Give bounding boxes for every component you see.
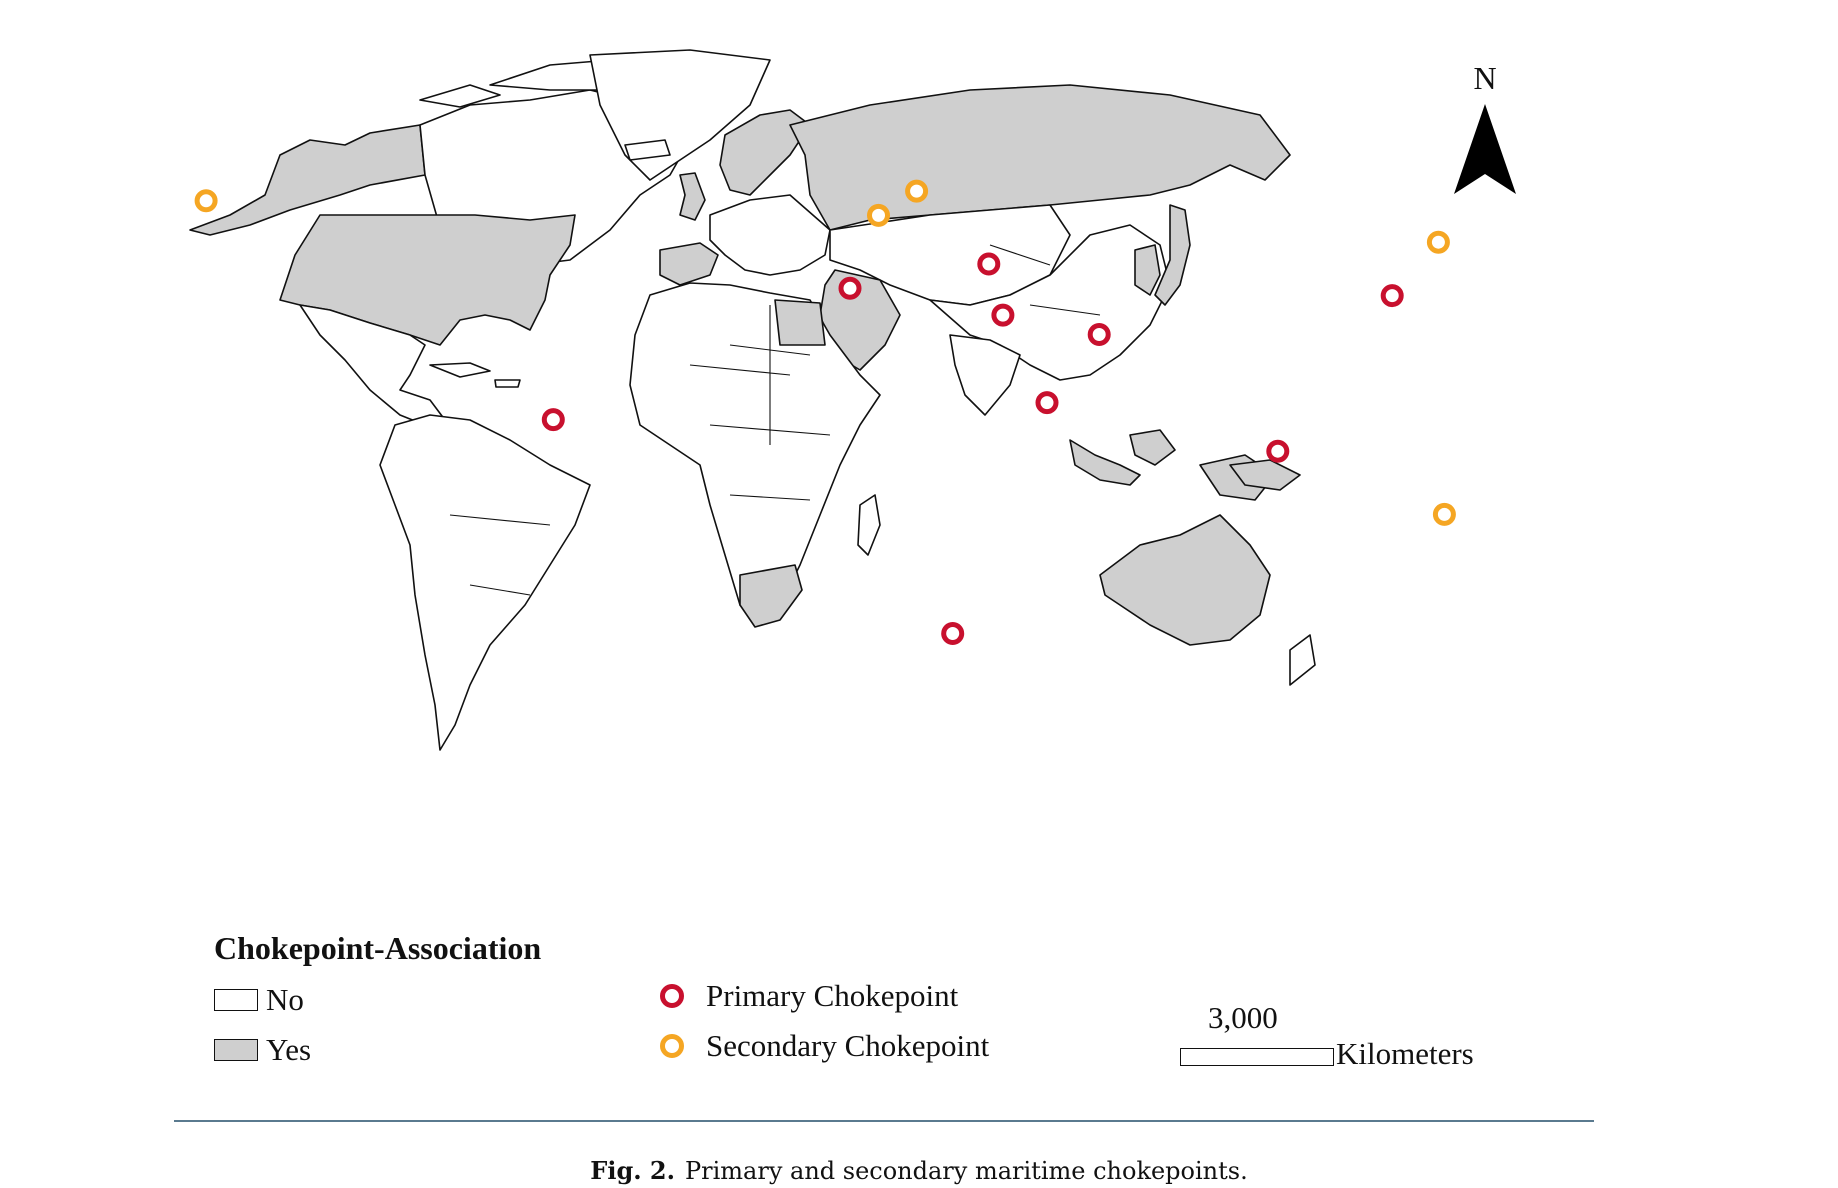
land-caribbean: [429, 362, 521, 388]
scale-value: 3,000: [1208, 1000, 1278, 1035]
primary-chokepoint-marker: [1087, 323, 1111, 346]
yes-swatch: [214, 1039, 258, 1061]
legend-title: Chokepoint-Association: [214, 930, 542, 966]
chokepoints-layer: [194, 179, 1456, 645]
legend-yes-label: Yes: [266, 1032, 312, 1067]
land-india: [949, 334, 1021, 416]
primary-chokepoint-marker: [941, 622, 965, 645]
legend-primary-label: Primary Chokepoint: [706, 978, 959, 1013]
land-iberia: [659, 242, 719, 286]
scale-bar: [1180, 1048, 1334, 1066]
country-borders: [449, 244, 1101, 596]
primary-chokepoint-marker: [838, 276, 862, 300]
land-arabia: [819, 269, 901, 371]
land-korea-japan: [1134, 204, 1191, 306]
secondary-chokepoint-marker: [905, 179, 929, 203]
legend-primary: Primary Chokepoint: [660, 978, 958, 1014]
legend-yes: Yes: [214, 1032, 311, 1068]
legend-secondary: Secondary Chokepoint: [660, 1028, 989, 1064]
map-canvas: [189, 49, 1456, 751]
secondary-marker-icon: [660, 1034, 684, 1058]
scale-unit: Kilometers: [1336, 1036, 1474, 1071]
north-arrow-icon: [1454, 104, 1516, 194]
secondary-chokepoint-marker: [194, 189, 218, 213]
primary-marker-icon: [660, 984, 684, 1008]
land-iceland: [624, 139, 671, 161]
land-central-america: [299, 304, 446, 426]
caption-label: Fig. 2.: [590, 1156, 675, 1185]
primary-chokepoint-marker: [1380, 284, 1404, 308]
secondary-chokepoint-marker: [1426, 230, 1450, 254]
primary-chokepoint-marker: [1266, 439, 1290, 463]
primary-chokepoint-marker: [991, 303, 1015, 327]
legend-secondary-label: Secondary Chokepoint: [706, 1028, 990, 1063]
land-europe: [709, 194, 831, 276]
land-madagascar: [857, 494, 881, 556]
primary-chokepoint-marker: [541, 408, 565, 432]
legend-no: No: [214, 982, 304, 1018]
caption-text: Primary and secondary maritime chokepoin…: [684, 1157, 1248, 1185]
primary-chokepoint-marker: [1035, 391, 1059, 415]
north-label: N: [1473, 60, 1497, 96]
legend-no-label: No: [266, 982, 304, 1017]
primary-chokepoint-marker: [977, 252, 1001, 276]
secondary-chokepoint-marker: [1432, 502, 1456, 526]
caption-divider: [174, 1120, 1594, 1122]
land-uk: [679, 172, 706, 221]
land-africa: [629, 282, 881, 626]
secondary-chokepoint-marker: [867, 203, 890, 227]
north-arrow: N: [1450, 62, 1520, 202]
land-australia: [1099, 514, 1271, 646]
land-south-africa: [739, 564, 803, 628]
landmasses: [189, 49, 1316, 751]
land-new-guinea: [1229, 459, 1301, 491]
land-egypt: [774, 299, 826, 346]
world-map: [170, 45, 1615, 895]
no-swatch: [214, 989, 258, 1011]
land-scandinavia: [719, 109, 811, 196]
figure-caption: Fig. 2. Primary and secondary maritime ch…: [0, 1156, 1838, 1185]
land-south-america: [379, 414, 591, 751]
land-new-zealand: [1289, 634, 1316, 686]
